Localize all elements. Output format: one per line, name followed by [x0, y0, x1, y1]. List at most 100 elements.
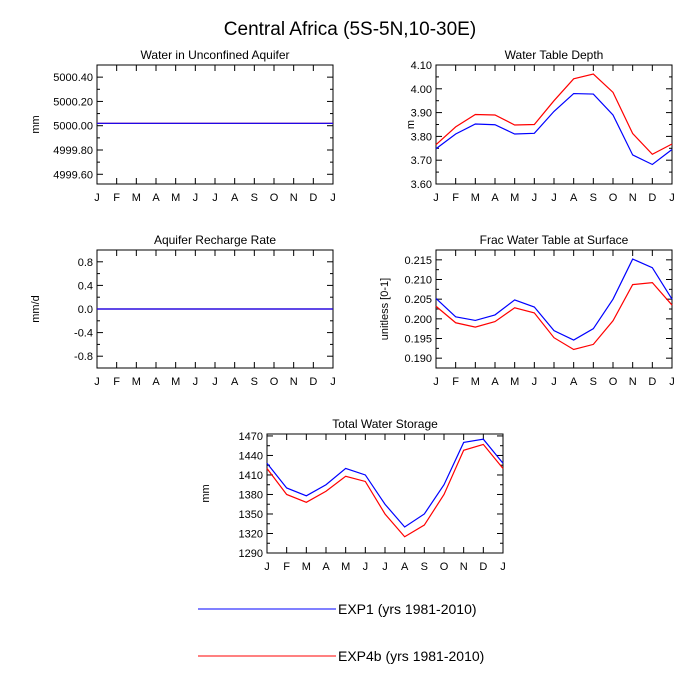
- x-tick-label: A: [152, 376, 160, 388]
- x-tick-label: D: [309, 192, 317, 204]
- y-tick-label: 5000.20: [53, 96, 93, 108]
- y-tick-label: 1320: [239, 528, 263, 540]
- x-tick-label: N: [290, 376, 298, 388]
- x-tick-label: A: [570, 376, 578, 388]
- legend-label-exp4b: EXP4b (yrs 1981-2010): [338, 648, 484, 664]
- y-tick-label: 0.200: [404, 314, 432, 326]
- x-tick-label: M: [302, 561, 311, 573]
- x-tick-label: S: [590, 376, 597, 388]
- y-tick-label: 1470: [239, 431, 263, 443]
- x-tick-label: S: [251, 192, 258, 204]
- panel-title-water-table-depth: Water Table Depth: [505, 48, 604, 62]
- figure-title: Central Africa (5S-5N,10-30E): [224, 19, 476, 40]
- x-tick-label: J: [433, 192, 439, 204]
- x-tick-label: J: [433, 376, 439, 388]
- y-tick-label: 0.195: [404, 334, 432, 346]
- panel-water-table-depth: Water Table Depth 3.60 3.70 3.80 3.90 4.00 4.1…: [405, 48, 675, 204]
- panel-total-water-storage: Total Water Storage 1290 1320 1350 1380 1410 1…: [200, 417, 506, 573]
- panel-aquifer-recharge-rate: Aquifer Recharge Rate -0.8 -0.4 0.0 0.4 0.8 J F…: [30, 233, 336, 388]
- x-tick-label: D: [648, 192, 656, 204]
- legend: EXP1 (yrs 1981-2010) EXP4b (yrs 1981-201…: [198, 601, 484, 664]
- y-axis-label-water-table-depth: m: [405, 120, 417, 129]
- x-tick-label: J: [330, 376, 336, 388]
- y-tick-label: 3.70: [411, 155, 432, 167]
- y-tick-label: -0.8: [74, 351, 93, 363]
- x-tick-label: F: [283, 561, 290, 573]
- x-tick-label: D: [479, 561, 487, 573]
- x-tick-label: D: [648, 376, 656, 388]
- x-tick-label: N: [290, 192, 298, 204]
- x-tick-label: S: [590, 192, 597, 204]
- x-tick-label: J: [551, 376, 557, 388]
- x-tick-label: O: [609, 376, 618, 388]
- y-tick-label: 4999.80: [53, 145, 93, 157]
- series-line-exp1: [435, 92, 673, 166]
- x-tick-label: J: [532, 376, 538, 388]
- x-tick-label: M: [132, 376, 141, 388]
- plot-frame-frac-water-table-at-surface: [435, 249, 673, 369]
- y-axis-label-total-water-storage: mm: [200, 484, 212, 502]
- x-tick-label: M: [471, 376, 480, 388]
- x-tick-label: M: [471, 192, 480, 204]
- panels-group: Water in Unconfined Aquifer 4999.60 4999.8…: [30, 48, 675, 573]
- x-tick-label: M: [510, 192, 519, 204]
- x-tick-label: J: [532, 192, 538, 204]
- y-tick-label: -0.4: [74, 328, 93, 340]
- panel-title-water-in-unconfined-aquifer: Water in Unconfined Aquifer: [141, 48, 290, 62]
- y-tick-label: 5000.00: [53, 121, 93, 133]
- panel-title-aquifer-recharge-rate: Aquifer Recharge Rate: [154, 233, 276, 247]
- y-axis-label-aquifer-recharge-rate: mm/d: [30, 295, 42, 323]
- panel-frac-water-table-at-surface: Frac Water Table at Surface 0.190 0.195 0.2…: [379, 233, 675, 388]
- y-tick-label: 0.210: [404, 275, 432, 287]
- x-tick-label: F: [452, 192, 459, 204]
- x-tick-label: D: [309, 376, 317, 388]
- y-tick-label: 0.215: [404, 255, 432, 267]
- x-tick-label: M: [341, 561, 350, 573]
- y-axis-label-water-in-unconfined-aquifer: mm: [30, 115, 42, 133]
- x-tick-label: A: [231, 376, 239, 388]
- y-tick-label: 3.60: [411, 179, 432, 191]
- series-line-exp4b: [435, 282, 673, 351]
- x-tick-label: M: [132, 192, 141, 204]
- y-tick-label: 3.90: [411, 108, 432, 120]
- y-tick-label: 1290: [239, 548, 263, 560]
- y-tick-label: 1350: [239, 509, 263, 521]
- plot-frame-water-in-unconfined-aquifer: [96, 64, 334, 185]
- x-tick-label: N: [629, 192, 637, 204]
- x-tick-label: J: [669, 376, 675, 388]
- x-tick-label: N: [460, 561, 468, 573]
- x-tick-label: A: [491, 376, 499, 388]
- y-tick-label: 4999.60: [53, 169, 93, 181]
- legend-label-exp1: EXP1 (yrs 1981-2010): [338, 601, 477, 617]
- y-tick-label: 5000.40: [53, 72, 93, 84]
- y-tick-label: 4.00: [411, 84, 432, 96]
- x-tick-label: A: [570, 192, 578, 204]
- x-tick-label: J: [330, 192, 336, 204]
- panel-title-total-water-storage: Total Water Storage: [332, 417, 438, 431]
- x-tick-label: O: [440, 561, 449, 573]
- plot-frame-water-table-depth: [435, 64, 673, 185]
- x-tick-label: O: [270, 376, 279, 388]
- x-tick-label: J: [193, 376, 199, 388]
- y-tick-label: 0.8: [78, 257, 93, 269]
- y-tick-label: 0.0: [78, 304, 93, 316]
- x-tick-label: M: [510, 376, 519, 388]
- x-tick-label: J: [212, 376, 218, 388]
- x-tick-label: M: [171, 376, 180, 388]
- x-tick-label: S: [421, 561, 428, 573]
- plot-frame-total-water-storage: [266, 433, 504, 554]
- y-tick-label: 3.80: [411, 131, 432, 143]
- x-tick-label: J: [212, 192, 218, 204]
- x-tick-label: M: [171, 192, 180, 204]
- series-line-exp1: [266, 438, 504, 528]
- x-tick-label: A: [231, 192, 239, 204]
- x-tick-label: O: [270, 192, 279, 204]
- x-tick-label: J: [669, 192, 675, 204]
- y-axis-label-frac-water-table-at-surface: unitless [0-1]: [379, 278, 391, 340]
- x-tick-label: J: [382, 561, 388, 573]
- x-tick-label: F: [113, 192, 120, 204]
- x-tick-label: A: [491, 192, 499, 204]
- series-line-exp1: [435, 258, 673, 341]
- x-tick-label: J: [193, 192, 199, 204]
